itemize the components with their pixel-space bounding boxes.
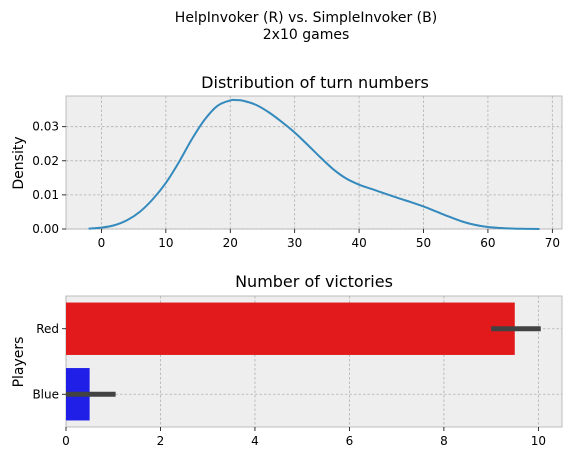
kde-x-tick-label: 40 bbox=[351, 236, 366, 250]
kde-y-axis-label: Density bbox=[11, 136, 27, 189]
victories-x-tick-label: 8 bbox=[440, 434, 448, 448]
kde-x-tick-label: 70 bbox=[545, 236, 560, 250]
victories-y-tick-label: Red bbox=[36, 322, 59, 336]
kde-x-tick-label: 10 bbox=[158, 236, 173, 250]
kde-y-tick-label: 0.01 bbox=[32, 188, 59, 202]
figure-suptitle-line2: 2x10 games bbox=[263, 27, 349, 43]
victories-title: Number of victories bbox=[235, 272, 393, 291]
victories-x-tick-label: 6 bbox=[346, 434, 354, 448]
kde-plot-area bbox=[65, 95, 563, 230]
figure-suptitle-line1: HelpInvoker (R) vs. SimpleInvoker (B) bbox=[175, 10, 437, 26]
victories-bars bbox=[66, 302, 541, 421]
victories-y-tick-label: Blue bbox=[32, 387, 59, 401]
kde-y-ticks: 0.00 0.01 0.02 0.03 bbox=[32, 120, 66, 236]
kde-x-tick-label: 30 bbox=[287, 236, 302, 250]
kde-x-tick-label: 0 bbox=[98, 236, 106, 250]
kde-y-tick-label: 0.03 bbox=[32, 120, 59, 134]
victories-bar-red bbox=[66, 302, 515, 355]
kde-x-tick-label: 20 bbox=[223, 236, 238, 250]
kde-x-ticks: 0 10 20 30 40 50 60 70 bbox=[98, 229, 560, 250]
kde-y-tick-label: 0.02 bbox=[32, 154, 59, 168]
victories-y-axis-label: Players bbox=[11, 337, 27, 388]
victories-x-ticks: 0 2 4 6 8 10 bbox=[62, 427, 546, 448]
victories-x-tick-label: 10 bbox=[531, 434, 546, 448]
kde-y-tick-label: 0.00 bbox=[32, 222, 59, 236]
kde-x-tick-label: 60 bbox=[480, 236, 495, 250]
victories-x-tick-label: 0 bbox=[62, 434, 70, 448]
kde-chart: Distribution of turn numbers 0 10 20 30 40 50… bbox=[11, 73, 563, 250]
kde-title: Distribution of turn numbers bbox=[201, 73, 429, 92]
kde-density-line bbox=[88, 98, 540, 230]
victories-x-tick-label: 2 bbox=[157, 434, 165, 448]
victories-chart: Number of victories 0 2 4 6 8 10 Red Blue Play… bbox=[11, 272, 563, 448]
kde-grid bbox=[66, 96, 562, 230]
kde-x-tick-label: 50 bbox=[416, 236, 431, 250]
victories-x-tick-label: 4 bbox=[251, 434, 259, 448]
victories-y-ticks: Red Blue bbox=[32, 322, 66, 401]
